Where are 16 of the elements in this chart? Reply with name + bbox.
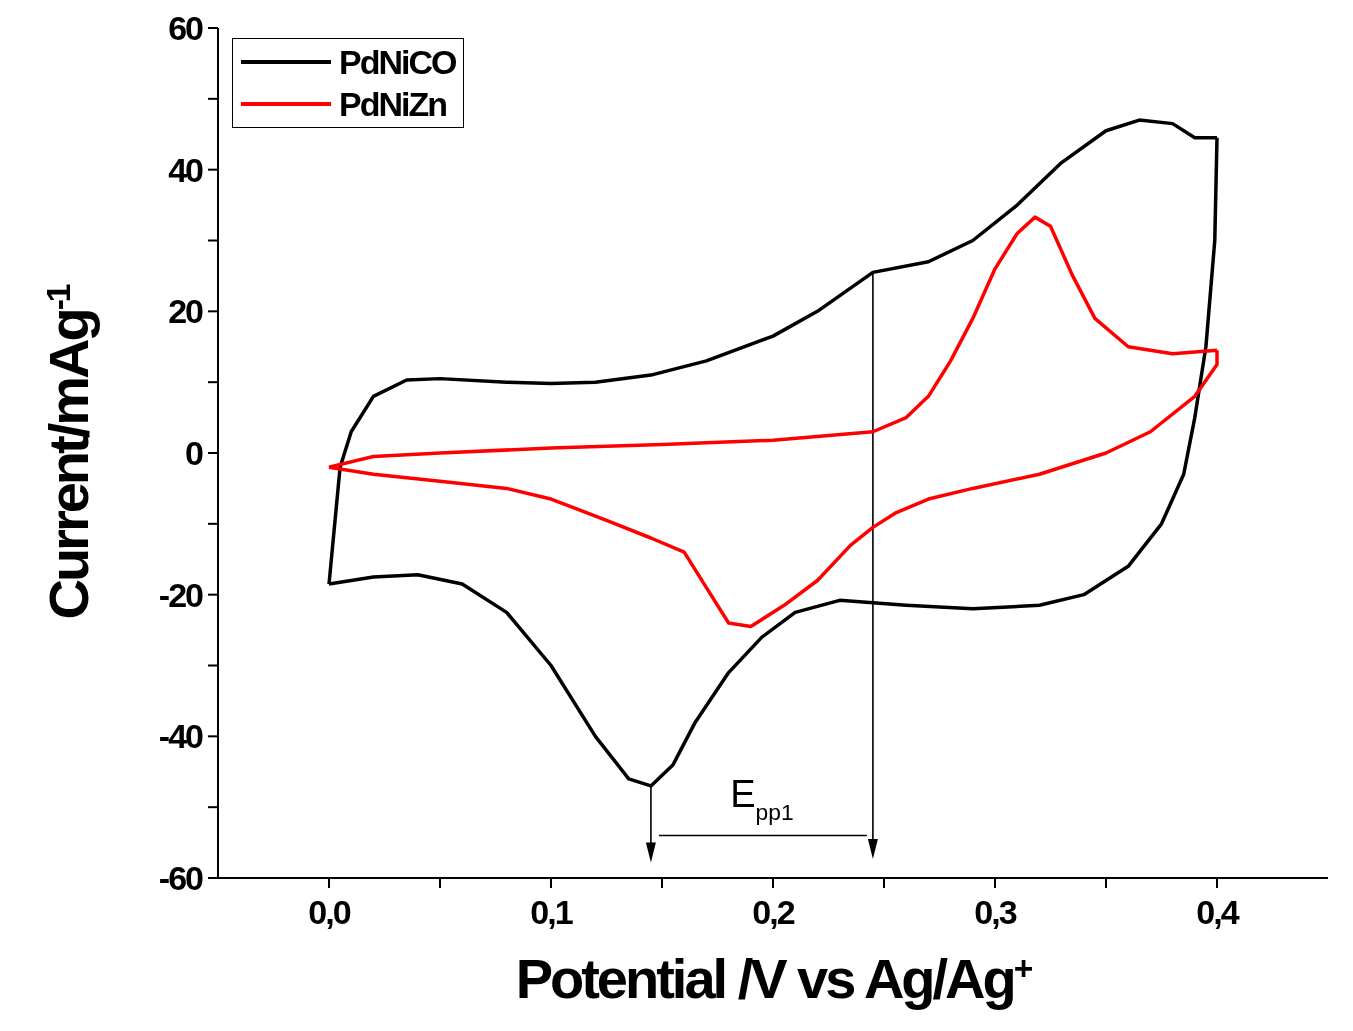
legend-label: PdNiCO: [339, 42, 456, 82]
y-tick-label: 40: [168, 150, 204, 189]
x-tick-label: 0,3: [974, 893, 1017, 932]
legend-label: PdNiZn: [339, 84, 446, 124]
x-tick-label: 0,2: [752, 893, 795, 932]
y-tick-label: 60: [168, 9, 204, 48]
x-axis-title: Potential /V vs Ag/Ag$^{+}$: [515, 947, 1033, 1010]
y-tick-label: 0: [185, 434, 204, 473]
x-tick-label: 0,0: [308, 893, 351, 932]
y-tick-label: -40: [158, 717, 204, 756]
y-tick-label: -60: [158, 859, 204, 898]
y-tick-label: -20: [158, 575, 204, 614]
x-tick-label: 0,1: [530, 893, 573, 932]
y-tick-label: 20: [168, 292, 204, 331]
x-tick-label: 0,4: [1196, 893, 1240, 932]
annotation: E$_{pp1}$: [730, 773, 794, 826]
